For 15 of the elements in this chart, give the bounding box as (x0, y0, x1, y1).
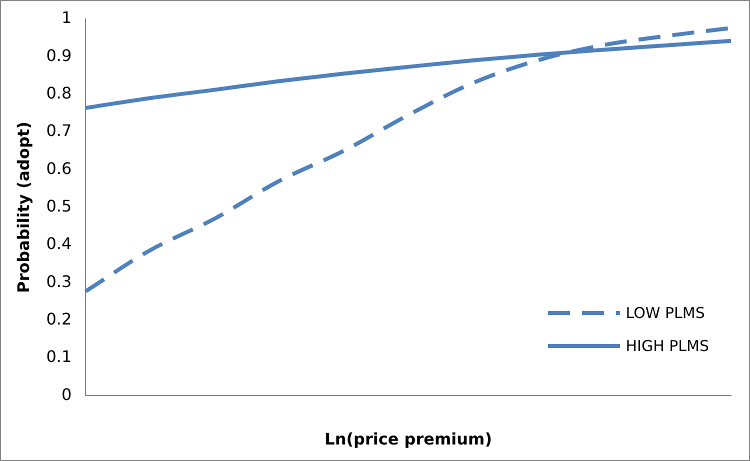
y-tick-label: 0.5 (46, 196, 72, 216)
y-tick-label: 0.7 (46, 121, 72, 140)
legend-label: HIGH PLMS (626, 336, 709, 354)
y-tick-label: 0.3 (46, 272, 72, 291)
x-axis-title: Ln(price premium) (324, 430, 492, 449)
y-tick-label: 0.2 (46, 309, 72, 328)
y-axis-title: Probability (adopt) (14, 122, 33, 293)
y-tick-label: 0.6 (46, 158, 72, 178)
y-tick-label: 0.4 (46, 234, 72, 254)
y-tick-label: 0 (61, 384, 72, 404)
legend-label: LOW PLMS (626, 304, 705, 322)
y-tick-label: 1 (61, 8, 72, 28)
y-tick-label: 0.9 (46, 46, 72, 65)
y-tick-label: 0.8 (46, 83, 72, 102)
y-tick-label: 0.1 (46, 347, 72, 366)
